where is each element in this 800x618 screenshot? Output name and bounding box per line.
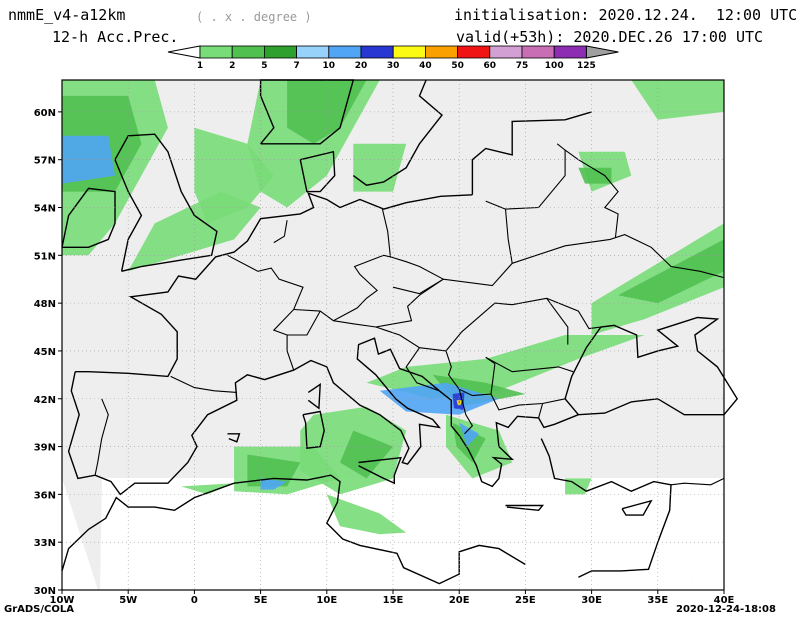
colorbar-tick-label: 60 [484, 61, 497, 71]
coastline [227, 433, 241, 443]
country-border [333, 200, 513, 328]
precip-area [578, 167, 612, 184]
lon-tick-label: 5E [254, 595, 268, 606]
precip-area [128, 191, 261, 272]
colorbar-tick-label: 125 [577, 61, 596, 71]
precip-area [366, 335, 645, 399]
country-border [445, 350, 496, 397]
lon-tick-label: 10E [316, 595, 337, 606]
precip-area [618, 239, 724, 304]
country-border [293, 208, 392, 322]
precip-area [631, 80, 724, 120]
precip-area [459, 422, 480, 447]
coastline [358, 456, 402, 485]
country-border [546, 297, 601, 330]
precip-area [326, 494, 407, 535]
coastline [352, 79, 443, 186]
coastline [302, 410, 325, 449]
country-border [170, 375, 237, 393]
outside-domain [690, 478, 724, 590]
lon-tick-label: 40E [714, 595, 735, 606]
colorbar-tick-label: 1 [197, 61, 203, 71]
country-border [287, 310, 321, 336]
coastline [540, 438, 672, 578]
country-border [490, 393, 566, 411]
software-credit: GrADS/COLA [4, 604, 74, 615]
colorbar-tick-label: 50 [451, 61, 464, 71]
country-border [670, 477, 725, 486]
colorbar-high-arrow [585, 45, 619, 59]
colorbar-tick-label: 10 [323, 61, 336, 71]
precip-area [260, 478, 288, 490]
outside-domain [62, 478, 98, 590]
coastline [61, 474, 526, 585]
country-border [485, 356, 574, 373]
lon-tick-label: 25E [515, 595, 536, 606]
lat-tick-label: 36N [34, 490, 56, 501]
country-border [505, 143, 566, 210]
country-border [392, 278, 444, 295]
colorbar-tick-label: 20 [355, 61, 368, 71]
country-border [94, 398, 109, 476]
lat-tick-label: 57N [34, 156, 56, 167]
lat-tick-label: 42N [34, 395, 56, 406]
model-name: nmmE_v4-a12km [8, 6, 126, 24]
country-border [458, 389, 474, 435]
precip-area [340, 430, 393, 479]
coastline [114, 133, 218, 272]
coastline [307, 383, 321, 410]
lat-tick-label: 48N [34, 299, 56, 310]
lat-tick-label: 45N [34, 347, 56, 358]
colorbar-tick-label: 7 [293, 61, 299, 71]
lon-tick-label: 30E [581, 595, 602, 606]
coastline [67, 316, 739, 496]
lon-tick-label: 10W [50, 595, 75, 606]
colorbar-tick-label: 30 [387, 61, 400, 71]
coastline [505, 504, 545, 512]
lat-tick-label: 54N [34, 204, 56, 215]
precip-area [458, 401, 460, 404]
coastline [299, 150, 336, 193]
precip-area [353, 143, 407, 192]
init-time: initialisation: 2020.12.24. 12:00 UTC [454, 6, 798, 24]
coastline [471, 111, 592, 195]
lon-tick-label: 15E [383, 595, 404, 606]
field-name: 12-h Acc.Prec. [52, 28, 179, 46]
country-border [405, 347, 440, 392]
country-border [375, 297, 547, 352]
coastline [621, 499, 653, 516]
country-border [538, 403, 544, 419]
coastline [75, 192, 473, 378]
lon-tick-label: 20E [449, 595, 470, 606]
lat-tick-label: 39N [34, 443, 56, 454]
colorbar-tick-label: 5 [261, 61, 267, 71]
country-border [227, 254, 304, 371]
plot-timestamp: 2020-12-24-18:08 [676, 604, 776, 615]
precip-area [62, 135, 115, 184]
lat-tick-label: 51N [34, 251, 56, 262]
colorbar-tick-label: 100 [545, 61, 564, 71]
colorbar-tick-label: 2 [229, 61, 235, 71]
country-border [390, 256, 444, 280]
lat-tick-label: 30N [34, 586, 56, 597]
country-border [512, 234, 725, 279]
valid-time: valid(+53h): 2020.DEC.26 17:00 UTC [456, 28, 764, 46]
colorbar-tick-label: 40 [419, 61, 432, 71]
precip-area [181, 483, 235, 495]
country-border [546, 297, 569, 345]
lon-tick-label: 35E [647, 595, 668, 606]
country-border [273, 220, 288, 244]
colorbar-tick-label: 75 [516, 61, 529, 71]
color-legend: 1 2 5 7 10 20 30 40 50 60 75 100 125 [167, 45, 619, 71]
lon-tick-label: 0 [191, 595, 198, 606]
lat-tick-label: 33N [34, 538, 56, 549]
projection-label: ( . x . degree ) [196, 10, 312, 24]
precip-area [379, 382, 499, 415]
lat-tick-label: 60N [34, 108, 56, 119]
lon-tick-label: 5W [119, 595, 137, 606]
